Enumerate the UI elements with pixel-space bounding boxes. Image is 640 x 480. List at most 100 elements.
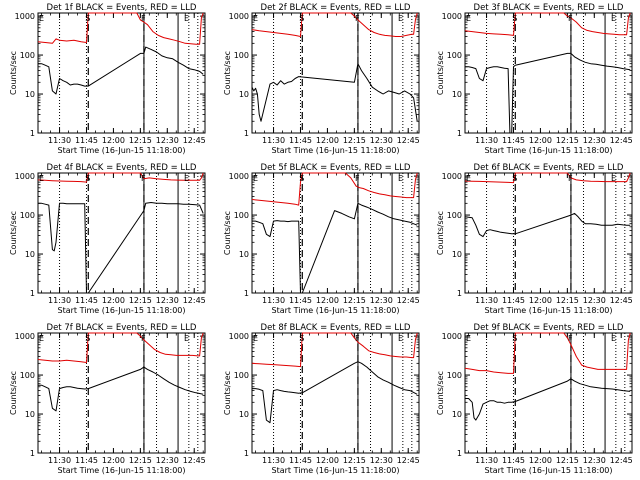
series-line-lld (251, 332, 418, 368)
x-axis-label: Start Time (16-Jun-15 11:18:00) (485, 146, 613, 155)
chart-panel-3: Det 3f BLACK = Events, RED = LLD 1 10 100 10… (436, 3, 633, 155)
flag-label: S (512, 14, 517, 23)
flag-label: E (253, 174, 258, 183)
flag-label: E (253, 14, 258, 23)
chart-title: Det 9f BLACK = Events, RED = LLD (474, 323, 624, 333)
flag-label: F (141, 174, 146, 183)
series-line-lld (251, 172, 418, 206)
y-tick-label: 100 (20, 371, 35, 380)
x-tick-label: 11:30 (262, 296, 285, 305)
x-axis-label: Start Time (16-Jun-15 11:18:00) (272, 306, 400, 315)
chart-panel-2: Det 2f BLACK = Events, RED = LLD 1 10 100 10… (223, 3, 420, 155)
x-tick-label: 12:45 (397, 296, 420, 305)
plot-frame (464, 172, 633, 294)
plot-frame (37, 172, 206, 294)
x-tick-label: 11:30 (475, 136, 498, 145)
flag-label: E (39, 334, 44, 343)
x-tick-label: 12:00 (316, 456, 339, 465)
x-tick-label: 12:30 (156, 296, 179, 305)
x-tick-label: 12:45 (183, 136, 206, 145)
y-tick-label: 1000 (229, 12, 249, 21)
x-tick-label: 11:45 (75, 136, 98, 145)
y-tick-label: 10 (239, 250, 249, 259)
x-tick-label: 12:00 (529, 296, 552, 305)
x-tick-label: 12:15 (129, 296, 152, 305)
y-tick-label: 100 (234, 51, 249, 60)
y-axis-label: Counts/sec (436, 211, 445, 255)
flag-label: E (611, 174, 616, 183)
chart-panel-5: Det 5f BLACK = Events, RED = LLD 1 10 100 10… (223, 163, 420, 315)
flag-label: E (184, 14, 189, 23)
x-axis-label: Start Time (16-Jun-15 11:18:00) (485, 466, 613, 475)
series-line-events (464, 212, 631, 238)
x-tick-label: 12:30 (370, 456, 393, 465)
x-tick-label: 12:30 (156, 136, 179, 145)
series-line-lld (464, 332, 631, 374)
x-tick-label: 12:30 (583, 456, 606, 465)
flag-label: S (512, 174, 517, 183)
x-tick-label: 12:00 (316, 136, 339, 145)
x-tick-label: 11:30 (262, 136, 285, 145)
x-tick-label: 12:45 (397, 136, 420, 145)
y-tick-label: 1000 (229, 172, 249, 181)
series-line-lld (464, 12, 631, 36)
x-tick-label: 11:45 (289, 136, 312, 145)
x-tick-label: 11:30 (48, 456, 71, 465)
y-axis-label: Counts/sec (223, 211, 232, 255)
chart-title: Det 6f BLACK = Events, RED = LLD (474, 163, 624, 173)
y-tick-label: 1000 (442, 12, 462, 21)
y-tick-label: 1 (30, 129, 35, 138)
x-tick-label: 12:15 (343, 136, 366, 145)
chart-panel-7: Det 7f BLACK = Events, RED = LLD 1 10 100 10… (9, 323, 206, 475)
x-tick-label: 12:00 (529, 136, 552, 145)
x-tick-label: 12:15 (129, 136, 152, 145)
series-line-lld (37, 332, 204, 363)
flag-label: F (141, 334, 146, 343)
y-tick-label: 1 (244, 289, 249, 298)
x-tick-label: 12:45 (610, 456, 633, 465)
x-tick-label: 12:30 (370, 136, 393, 145)
series-line-events (465, 378, 631, 421)
series-line-events (251, 63, 418, 122)
x-tick-label: 11:30 (475, 456, 498, 465)
x-tick-label: 12:00 (529, 456, 552, 465)
x-tick-label: 12:45 (610, 296, 633, 305)
x-tick-label: 12:00 (316, 296, 339, 305)
x-axis-label: Start Time (16-Jun-15 11:18:00) (58, 306, 186, 315)
plot-frame (464, 332, 633, 454)
series-line-lld (251, 12, 418, 37)
y-tick-label: 100 (447, 371, 462, 380)
y-tick-label: 1 (457, 289, 462, 298)
flag-label: E (39, 14, 44, 23)
y-tick-label: 1 (244, 129, 249, 138)
series-line-events (465, 52, 631, 134)
y-axis-label: Counts/sec (436, 371, 445, 415)
x-tick-label: 11:45 (75, 296, 98, 305)
chart-title: Det 7f BLACK = Events, RED = LLD (47, 323, 197, 333)
y-tick-label: 1 (457, 449, 462, 458)
flag-label: F (568, 174, 573, 183)
y-axis-label: Counts/sec (9, 211, 18, 255)
chart-panel-6: Det 6f BLACK = Events, RED = LLD 1 10 100 10… (436, 163, 633, 315)
y-tick-label: 1 (30, 289, 35, 298)
series-line-lld (464, 172, 631, 184)
y-tick-label: 10 (452, 410, 462, 419)
x-tick-label: 12:30 (583, 136, 606, 145)
y-tick-label: 100 (447, 51, 462, 60)
chart-panel-4: Det 4f BLACK = Events, RED = LLD 1 10 100 10… (9, 163, 206, 315)
x-tick-label: 12:15 (343, 456, 366, 465)
x-tick-label: 12:45 (610, 136, 633, 145)
plot-frame (251, 172, 420, 294)
series-line-lld (37, 172, 204, 183)
x-tick-label: 11:30 (475, 296, 498, 305)
x-tick-label: 12:00 (102, 296, 125, 305)
y-axis-label: Counts/sec (9, 371, 18, 415)
y-tick-label: 100 (20, 211, 35, 220)
flag-label: E (398, 174, 403, 183)
flag-label: E (466, 174, 471, 183)
flag-label: E (184, 334, 189, 343)
x-tick-label: 12:00 (102, 136, 125, 145)
plot-frame (251, 332, 420, 454)
y-tick-label: 100 (234, 211, 249, 220)
y-tick-label: 1000 (229, 332, 249, 341)
